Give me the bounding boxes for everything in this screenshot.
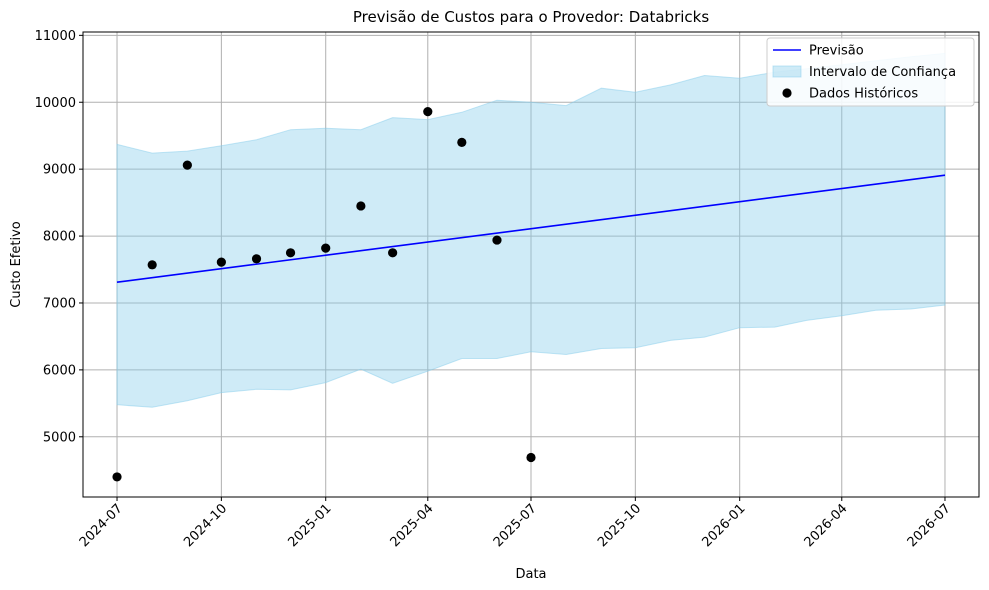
historical-point [526, 452, 536, 463]
legend-confidence-swatch [772, 65, 802, 78]
chart-title: Previsão de Custos para o Provedor: Data… [353, 8, 710, 26]
legend-box [766, 37, 975, 107]
forecast-line [116, 174, 946, 283]
y-tick-label: 11000 [35, 29, 76, 44]
x-tick-label: 2024-10 [181, 501, 230, 550]
legend-label-confidence: Intervalo de Confiança [809, 65, 956, 80]
y-tick-label: 5000 [43, 430, 76, 445]
x-axis-label: Data [515, 567, 546, 582]
legend-label-forecast: Previsão [809, 44, 864, 59]
x-tick-label: 2025-07 [491, 501, 540, 550]
legend-historical-swatch [782, 88, 792, 98]
historical-point [285, 248, 296, 258]
historical-point [492, 235, 502, 245]
x-tick-label: 2026-07 [905, 501, 954, 550]
x-tick-label: 2026-01 [699, 501, 748, 550]
y-tick-label: 7000 [43, 296, 76, 311]
legend: Previsão Intervalo de Confiança Dados Hi… [766, 37, 975, 107]
historical-point [251, 254, 262, 264]
historical-point [182, 160, 192, 170]
x-tick-label: 2026-04 [802, 501, 851, 550]
historical-point [147, 260, 157, 270]
historical-point [321, 243, 331, 253]
y-tick-label: 9000 [43, 163, 76, 178]
historical-point [423, 107, 433, 117]
y-tick-label: 8000 [43, 230, 76, 245]
legend-label-historical: Dados Históricos [809, 87, 918, 102]
confidence-band [116, 52, 946, 408]
y-tick-label: 10000 [35, 96, 76, 111]
forecast-line-layer [116, 174, 946, 283]
x-tick-label: 2025-04 [388, 501, 437, 550]
grid [83, 32, 979, 497]
historical-points-layer [112, 107, 536, 482]
historical-point [112, 472, 122, 482]
y-axis-ticks: 5000 6000 7000 8000 9000 10000 11000 [35, 29, 83, 445]
x-tick-label: 2024-07 [77, 501, 126, 550]
confidence-band-layer [116, 52, 946, 408]
historical-point [457, 137, 467, 147]
x-tick-label: 2025-01 [286, 501, 335, 550]
x-tick-label: 2025-10 [595, 501, 644, 550]
y-tick-label: 6000 [43, 363, 76, 378]
historical-point [356, 201, 366, 211]
historical-point [216, 257, 226, 267]
historical-point [388, 248, 398, 258]
x-axis-ticks: 2024-07 2024-10 2025-01 2025-04 2025-07 2025-… [77, 497, 954, 550]
y-axis-label: Custo Efetivo [9, 221, 24, 307]
